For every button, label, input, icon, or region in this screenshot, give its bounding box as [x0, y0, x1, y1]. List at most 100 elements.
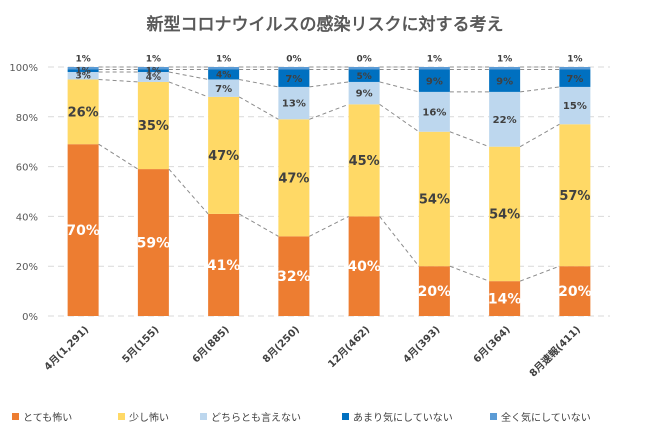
legend: とても怖い 少し怖い どちらとも言えない あまり気にしていない 全く気にしていない: [12, 411, 591, 424]
legend-label: 全く気にしていない: [501, 411, 591, 424]
bar-segment: [137, 69, 169, 72]
bar-segment: [67, 144, 99, 316]
bar-segment: [559, 266, 591, 316]
series-connector: [379, 216, 420, 267]
data-label: 41%: [207, 258, 241, 274]
legend-swatch: [200, 413, 207, 420]
data-label: 9%: [356, 89, 373, 100]
series-connector: [449, 131, 490, 148]
bar-segment: [278, 119, 310, 237]
bar-segment: [67, 67, 99, 70]
x-tick-label: 4月(393): [401, 324, 443, 366]
data-labels: 70%26%3%1%1%59%35%4%1%1%41%47%7%4%1%32%4…: [66, 55, 591, 308]
data-label: 4%: [146, 73, 161, 83]
bar-segment: [348, 104, 380, 217]
data-label: 26%: [68, 106, 99, 121]
data-label: 4%: [216, 70, 231, 80]
bar-segment: [348, 67, 380, 70]
data-label: 13%: [282, 99, 306, 110]
bar-segment: [208, 96, 240, 214]
data-label: 22%: [493, 115, 517, 126]
legend-label: 少し怖い: [129, 411, 169, 424]
bar-segment: [559, 67, 591, 70]
bar-segment: [278, 69, 310, 87]
bar-segment: [418, 131, 450, 267]
series-connector: [239, 78, 279, 88]
bar-segment: [67, 79, 99, 145]
data-label: 7%: [215, 84, 232, 95]
x-axis: 4月(1,291) 5月(155) 6月(885) 8月(250) 12月(462) 4月…: [42, 323, 583, 380]
series-connector: [238, 213, 279, 237]
bar-segment: [208, 69, 240, 80]
legend-label: どちらとも言えない: [211, 411, 301, 424]
legend-swatch: [490, 413, 497, 420]
bar-segment: [418, 67, 450, 70]
data-label: 1%: [216, 55, 231, 65]
x-tick-label: 6月(364): [471, 324, 513, 366]
bar-segment: [418, 266, 450, 316]
data-label: 40%: [347, 259, 381, 275]
data-label: 1%: [567, 55, 582, 65]
x-tick-label: 12月(462): [326, 324, 373, 371]
data-label: 70%: [66, 223, 100, 239]
x-tick-label: 8月速報(411): [526, 323, 583, 380]
data-label: 54%: [489, 208, 520, 223]
bar-segment: [278, 67, 310, 70]
data-label: 47%: [278, 171, 309, 186]
bar-segment: [348, 216, 380, 316]
bar-segment: [348, 81, 380, 105]
bar-segment: [278, 86, 310, 120]
bar-segment: [208, 67, 240, 70]
series-connector: [449, 265, 490, 282]
series-connector: [168, 71, 209, 80]
bar-segment: [489, 146, 521, 282]
data-label: 1%: [75, 67, 90, 77]
data-label: 20%: [558, 284, 592, 300]
bar-segment: [137, 81, 169, 170]
legend-swatch: [12, 413, 19, 420]
data-label: 1%: [497, 55, 512, 65]
data-label: 1%: [146, 67, 161, 77]
series-connector: [309, 215, 349, 237]
data-label: 7%: [285, 74, 302, 85]
x-tick-label: 8月(250): [260, 324, 302, 366]
series-connector: [519, 265, 560, 282]
y-tick-label: 60%: [16, 163, 38, 174]
series-connector: [98, 143, 139, 170]
series-connector: [168, 81, 209, 98]
y-tick-label: 100%: [9, 63, 38, 74]
y-tick-label: 20%: [16, 262, 38, 273]
bar-segment: [67, 71, 99, 80]
data-label: 3%: [75, 72, 90, 82]
series-connector: [309, 81, 349, 88]
x-tick-label: 5月(155): [120, 324, 162, 366]
bar-segment: [67, 69, 99, 72]
bar-segment: [559, 69, 591, 87]
series-connector: [379, 81, 419, 93]
gridlines: [48, 66, 610, 317]
data-label: 57%: [559, 189, 590, 204]
bar-segment: [559, 86, 591, 125]
data-label: 20%: [418, 284, 452, 300]
data-label: 9%: [426, 76, 443, 87]
data-label: 35%: [138, 119, 169, 134]
bar-segment: [348, 69, 380, 82]
x-tick-label: 4月(1,291): [42, 324, 91, 373]
data-label: 47%: [208, 149, 239, 164]
bar-segment: [489, 69, 521, 92]
data-label: 0%: [286, 55, 301, 65]
legend-swatch: [342, 413, 349, 420]
data-label: 14%: [488, 292, 522, 308]
bar-segment: [278, 236, 310, 316]
legend-label: あまり気にしていない: [353, 411, 453, 424]
bar-segment: [418, 91, 450, 132]
data-label: 7%: [566, 74, 583, 85]
series-connector: [519, 123, 560, 148]
bar-segment: [137, 169, 169, 316]
data-label: 9%: [496, 76, 513, 87]
data-label: 0%: [356, 55, 371, 65]
bar-segment: [208, 213, 240, 316]
data-label: 59%: [137, 236, 171, 252]
legend-swatch: [118, 413, 125, 420]
